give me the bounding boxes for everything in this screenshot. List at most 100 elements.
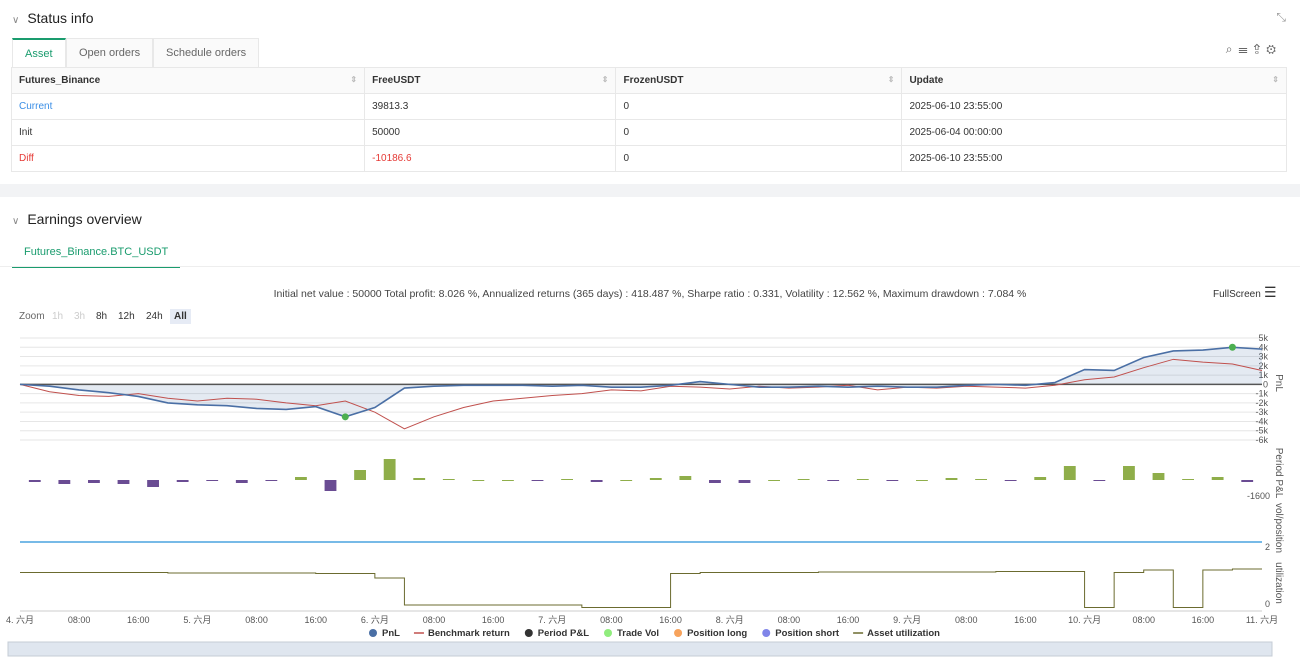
row: Current 39813.3 0 2025-06-10 23:55:00 (10, 93, 1287, 120)
x-tick-label: 08:00 (600, 615, 623, 625)
legend-symbol (524, 629, 533, 637)
legend-label[interactable]: Position long (687, 628, 747, 639)
x-tick-label: 7. 六月 (538, 614, 566, 625)
period-bar (413, 478, 426, 480)
chart: 5k4k3k2k1k0-1k-2k-3k-4k-5k-6k-160020PnLP… (6, 333, 1284, 657)
period-bar (88, 480, 100, 483)
x-tick-label: 16:00 (127, 615, 150, 625)
row: Diff -10186.6 0 2025-06-10 23:55:00 (10, 145, 1287, 172)
zoom-button[interactable]: 12h (118, 311, 135, 322)
period-bar (117, 480, 130, 484)
cell: Diff (10, 145, 366, 172)
period-bar (1004, 480, 1017, 481)
menu-icon[interactable]: ☰ (1264, 284, 1277, 300)
legend-label[interactable]: Asset utilization (867, 628, 940, 639)
legend-label[interactable]: Benchmark return (428, 628, 510, 639)
header-cell: Futures_Binance ⇕ (10, 67, 366, 94)
zoom-button[interactable]: 8h (96, 311, 108, 322)
navigator[interactable] (7, 641, 1273, 657)
cell: 0 (615, 145, 903, 172)
period-bar (206, 480, 219, 481)
sort-icon: ⇕ (1272, 75, 1279, 84)
period-bar (1063, 466, 1076, 480)
x-tick-label: 5. 六月 (183, 614, 211, 625)
sort-icon: ⇕ (350, 75, 358, 84)
cell: 0 (615, 93, 903, 120)
zoom-button[interactable]: 24h (146, 311, 163, 322)
min-marker (341, 413, 349, 421)
y-tick-label: -1k (1255, 389, 1268, 399)
period-bar (856, 479, 869, 480)
cell: -10186.6 (364, 145, 617, 172)
legend-label[interactable]: PnL (382, 628, 400, 639)
fullscreen[interactable]: FullScreen (1213, 289, 1261, 300)
asset-table: Futures_Binance ⇕ FreeUSDT ⇕ FrozenUSDT ⇕ Upda… (10, 67, 1287, 172)
zoom-button[interactable]: 3h (74, 311, 86, 322)
zoom-button[interactable]: 1h (52, 311, 64, 322)
cell: 50000 (364, 119, 617, 146)
y-tick-label: 1k (1258, 370, 1268, 380)
y-tick-label: -3k (1255, 407, 1268, 417)
x-tick-label: 9. 六月 (893, 614, 921, 625)
period-bar (945, 478, 958, 480)
collapse-icon[interactable]: ⤡ (1276, 10, 1286, 24)
period-bar (295, 477, 307, 480)
legend-label[interactable]: Period P&L (538, 628, 589, 639)
x-tick-label: 11. 六月 (1246, 614, 1278, 625)
period-bar (531, 480, 544, 481)
header-cell: FrozenUSDT ⇕ (615, 67, 903, 94)
legend-symbol (604, 629, 612, 637)
y-tick-label: 5k (1258, 333, 1268, 343)
period-bar (975, 479, 987, 480)
x-tick-label: 4. 六月 (6, 614, 34, 625)
period-bar (442, 479, 455, 480)
panel-title: Period P&L (1273, 448, 1284, 499)
x-tick-label: 08:00 (423, 615, 446, 625)
cell: 2025-06-10 23:55:00 (901, 93, 1287, 120)
x-tick-label: 08:00 (955, 615, 978, 625)
x-tick-label: 16:00 (482, 615, 505, 625)
earnings-title[interactable]: ∨ Earnings overview (12, 211, 142, 227)
legend-symbol (369, 629, 377, 637)
toolbar-icons[interactable]: ⌕☰⇪⚙ (1225, 42, 1282, 56)
period-bar (679, 476, 692, 480)
earnings-title-text: Earnings overview (27, 211, 142, 227)
period-bar (620, 480, 633, 481)
y-tick-label: 3k (1258, 352, 1268, 362)
y-tick-label: 0 (1265, 599, 1270, 609)
tab[interactable]: Open orders (66, 38, 154, 67)
legend-label[interactable]: Trade Vol (617, 628, 659, 639)
y-tick-label: 0 (1263, 379, 1268, 389)
period-bar (916, 480, 928, 481)
benchmark-line (19, 358, 1263, 430)
period-bar (1152, 473, 1165, 480)
panel-title: vol/position (1273, 503, 1284, 553)
y-tick-label: -4k (1255, 416, 1268, 426)
x-tick-label: 16:00 (1192, 615, 1215, 625)
y-tick-label: -5k (1255, 426, 1268, 436)
earnings-tab[interactable]: Futures_Binance.BTC_USDT (12, 238, 181, 268)
cell: 2025-06-10 23:55:00 (901, 145, 1287, 172)
period-bar (1241, 480, 1254, 482)
separator (0, 184, 1300, 197)
cell: 2025-06-04 00:00:00 (901, 119, 1287, 146)
legend-label[interactable]: Position short (775, 628, 840, 639)
period-bar (1034, 477, 1047, 480)
period-bar (28, 480, 41, 482)
period-bar (768, 480, 780, 481)
summary: Initial net value : 50000 Total profit: … (273, 288, 1027, 300)
tab[interactable]: Asset (12, 38, 66, 68)
period-bar (383, 459, 396, 480)
period-bar (561, 479, 573, 480)
panel-title: utilization (1273, 562, 1284, 604)
period-bar (265, 480, 278, 481)
period-bar (58, 480, 71, 484)
x-tick-label: 08:00 (68, 615, 91, 625)
header-cell: FreeUSDT ⇕ (364, 67, 617, 94)
x-tick-label: 6. 六月 (361, 614, 389, 625)
status-title[interactable]: ∨ Status info (12, 10, 94, 26)
zoom-button[interactable]: All (170, 309, 191, 324)
status-title-text: Status info (27, 10, 94, 26)
tab[interactable]: Schedule orders (153, 38, 260, 67)
